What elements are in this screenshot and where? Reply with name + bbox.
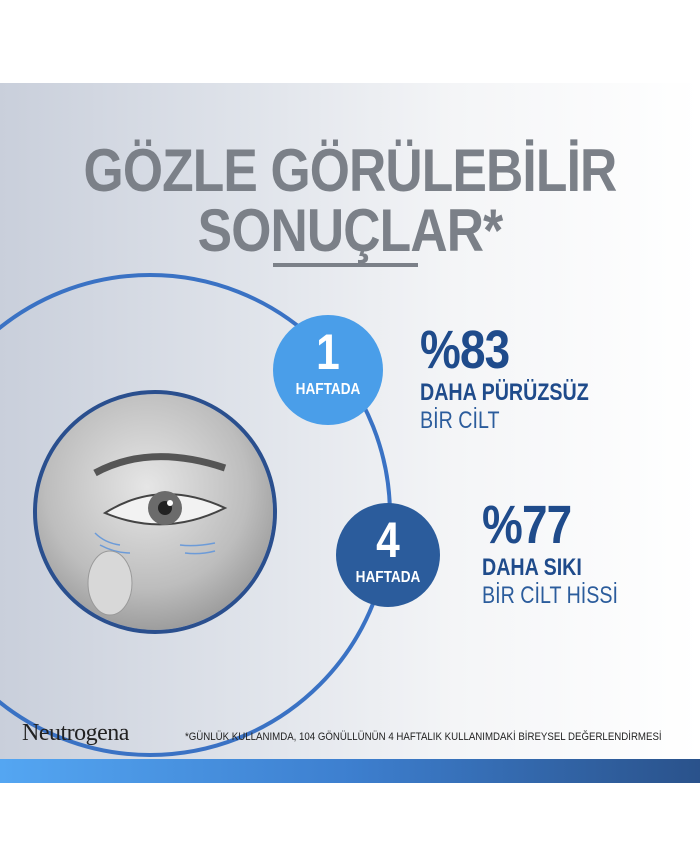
stat-percent: %77 (482, 495, 572, 555)
week-unit: HAFTADA (355, 569, 421, 586)
headline-line-2: SONUÇLAR* (197, 197, 504, 264)
stat-line-1: DAHA PÜRÜZSÜZ (420, 379, 589, 406)
stat-firmer: %77 DAHA SIKI BİR CİLT HİSSİ (482, 498, 648, 610)
week-4-badge: 4 HAFTADA (336, 503, 440, 607)
timeline-art (0, 273, 392, 757)
product-banner: GÖZLE GÖRÜLEBİLİR SONUÇLAR* 1 HAFTADA 4 … (0, 83, 700, 783)
week-number: 4 (376, 512, 400, 568)
headline-underline (273, 263, 418, 267)
week-1-badge: 1 HAFTADA (273, 315, 383, 425)
stat-line-2: BİR CİLT (420, 407, 500, 434)
bottom-color-bar (0, 759, 700, 783)
stat-line-2: BİR CİLT HİSSİ (482, 582, 618, 609)
week-unit: HAFTADA (295, 381, 361, 398)
week-number: 1 (316, 324, 340, 380)
headline-line-1: GÖZLE GÖRÜLEBİLİR (83, 137, 618, 204)
eye-photo (37, 394, 273, 630)
footnote: *GÜNLÜK KULLANIMDA, 104 GÖNÜLLÜNÜN 4 HAF… (185, 731, 662, 743)
stat-line-1: DAHA SIKI (482, 554, 582, 581)
brand-logo: Neutrogena (22, 720, 129, 746)
stat-smoother: %83 DAHA PÜRÜZSÜZ BİR CİLT (420, 323, 626, 435)
stat-percent: %83 (420, 320, 510, 380)
